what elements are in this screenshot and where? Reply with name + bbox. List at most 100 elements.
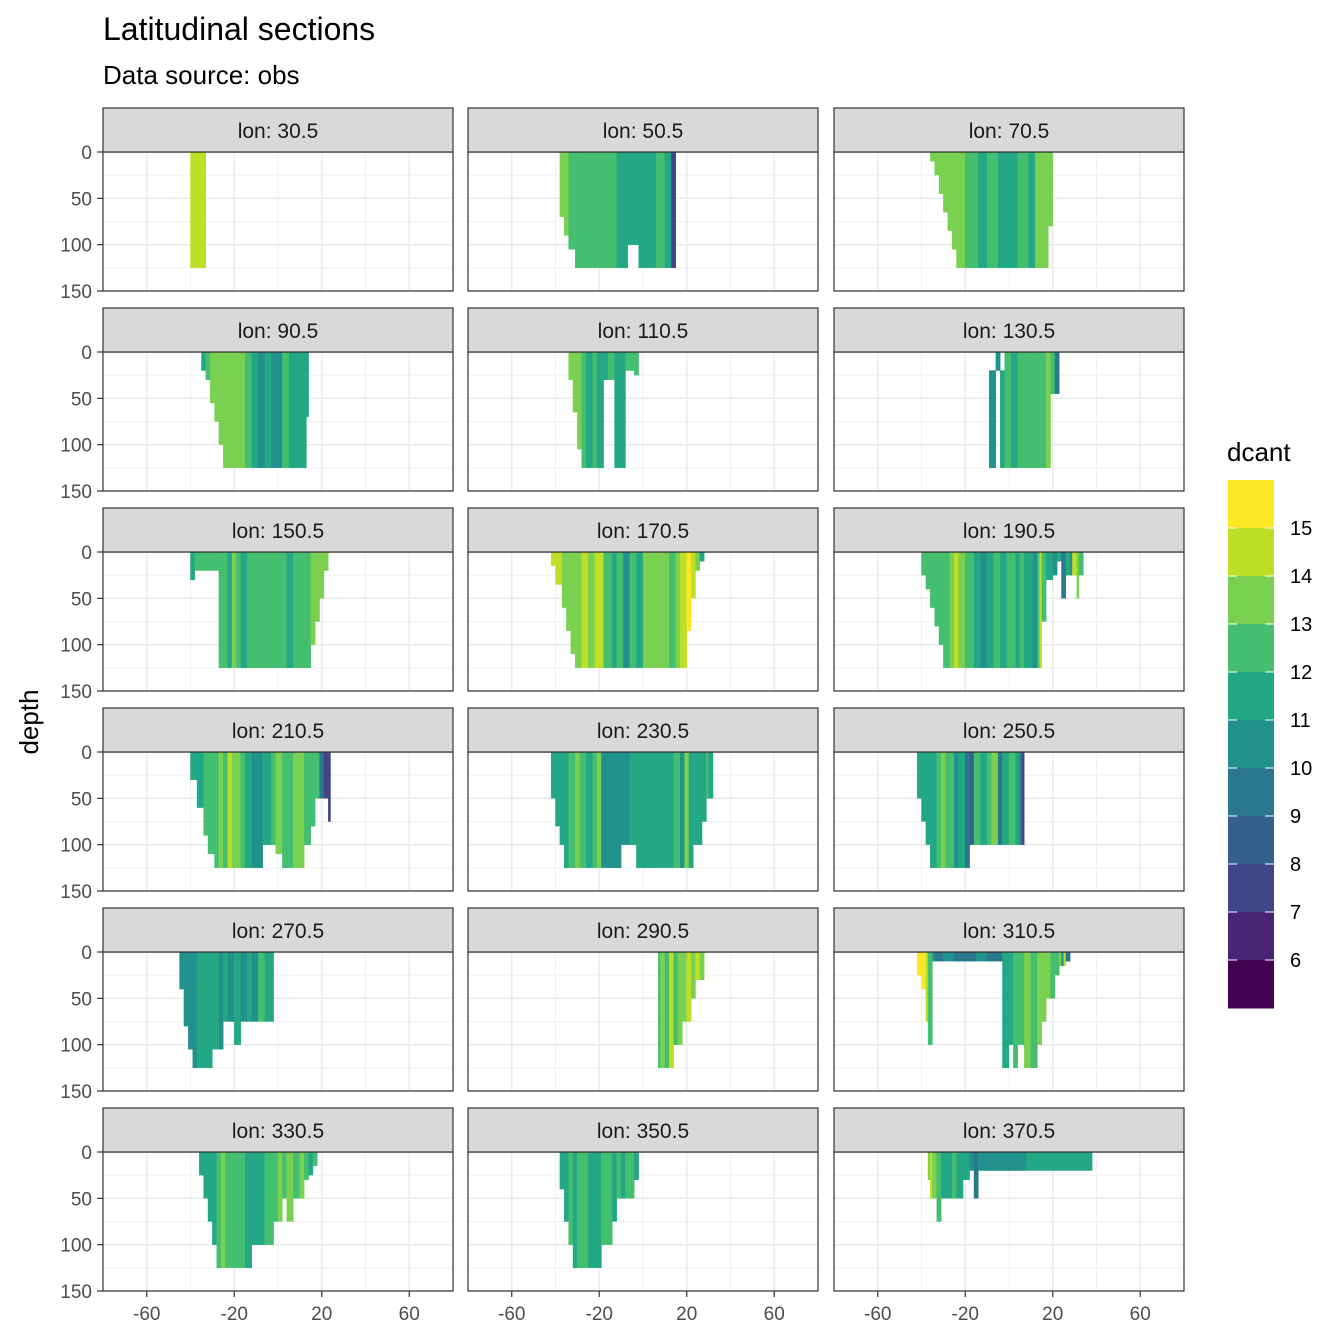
data-tile [299, 351, 307, 469]
legend-label: 12 [1290, 662, 1312, 684]
data-tile [1017, 151, 1029, 269]
data-tile [308, 1151, 314, 1176]
data-tile [273, 1151, 279, 1222]
data-tile [1061, 551, 1067, 599]
data-tile [986, 951, 1003, 962]
facet-panel: lon: 250.5 [833, 707, 1185, 892]
data-tile [629, 751, 637, 845]
data-tile [682, 951, 687, 1022]
data-tile [980, 751, 988, 845]
data-tile [212, 1151, 217, 1245]
legend-label: 14 [1290, 566, 1312, 588]
data-tile [244, 1151, 252, 1269]
data-tile [240, 951, 248, 1022]
data-tile [568, 751, 576, 869]
y-tick-label: 0 [81, 743, 92, 764]
data-tile [209, 351, 215, 404]
legend-swatch [1228, 768, 1274, 817]
data-tile [199, 551, 220, 571]
data-tile [293, 751, 305, 869]
strip-background [102, 1107, 454, 1153]
y-tick-label: 150 [60, 1082, 92, 1103]
data-tile [225, 1151, 246, 1269]
data-tile [706, 751, 709, 799]
data-tile [634, 1151, 639, 1180]
data-tile [1059, 951, 1062, 967]
strip-background [102, 307, 454, 353]
facet-panel: lon: 190.5 [833, 507, 1185, 692]
data-tile [264, 1151, 274, 1245]
strip-background [467, 507, 819, 553]
data-tile [658, 951, 661, 1069]
data-tile [223, 951, 228, 1022]
data-tile [954, 951, 977, 962]
facet-panel: lon: 30.5 0 50 100 150 [60, 107, 454, 303]
y-tick-label: 50 [71, 1189, 92, 1210]
strip-background [467, 107, 819, 153]
strip-label: lon: 290.5 [597, 920, 689, 943]
data-tile [1045, 951, 1051, 999]
data-tile [612, 1151, 617, 1222]
data-tile [601, 751, 622, 869]
data-tile [956, 1151, 964, 1199]
legend-swatch [1228, 672, 1274, 721]
data-tile [323, 551, 329, 571]
facet-panel: lon: 170.5 [467, 507, 819, 692]
data-tile [943, 951, 955, 962]
data-tile [1028, 151, 1036, 269]
data-tile [1010, 351, 1018, 469]
x-tick-label: -20 [952, 1304, 979, 1325]
strip-label: lon: 250.5 [963, 720, 1055, 743]
facet-panel: lon: 50.5 [467, 107, 819, 292]
strip-background [833, 707, 1185, 753]
data-tile [701, 751, 707, 822]
legend-swatch [1228, 720, 1274, 769]
data-tile [612, 551, 617, 669]
data-tile [669, 551, 677, 669]
strip-background [102, 107, 454, 153]
data-tile [262, 751, 272, 845]
data-tile [201, 351, 207, 371]
data-tile [1030, 951, 1038, 1069]
y-tick-label: 50 [71, 189, 92, 210]
data-tile [945, 751, 955, 869]
data-tile [1050, 351, 1056, 394]
data-tile [564, 751, 569, 869]
data-tile [564, 151, 569, 236]
data-tile [954, 551, 959, 669]
y-tick-label: 50 [71, 789, 92, 810]
y-tick-label: 150 [60, 482, 92, 503]
data-tile [655, 151, 666, 269]
data-tile [945, 1151, 953, 1199]
facet-panel: lon: 70.5 [833, 107, 1185, 292]
data-tile [708, 751, 714, 799]
data-tile [634, 351, 639, 376]
legend-swatch [1228, 480, 1274, 529]
data-tile [247, 551, 287, 669]
data-tile [566, 551, 572, 631]
data-tile [1063, 951, 1067, 967]
data-tile [282, 751, 294, 869]
data-tile [1026, 1151, 1093, 1171]
data-tile [319, 751, 325, 799]
data-tile [1019, 551, 1025, 669]
data-tile [314, 551, 320, 622]
data-tile [559, 151, 565, 218]
data-tile [579, 151, 617, 269]
x-tick-label: 20 [311, 1304, 332, 1325]
data-tile [684, 751, 690, 869]
data-tile [306, 351, 309, 418]
data-tile [636, 551, 644, 669]
y-tick-label: 100 [60, 836, 92, 857]
data-tile [1004, 351, 1012, 469]
data-tile [997, 751, 1003, 845]
strip-label: lon: 150.5 [232, 520, 324, 543]
data-tile [282, 1151, 287, 1199]
data-tile [673, 751, 681, 869]
data-tile [1061, 951, 1064, 967]
facet-panel: lon: 210.5 0 50 100 150 [60, 707, 454, 903]
x-tick-label: -60 [864, 1304, 891, 1325]
data-tile [975, 951, 988, 962]
data-tile [227, 751, 233, 869]
data-tile [299, 1151, 305, 1199]
